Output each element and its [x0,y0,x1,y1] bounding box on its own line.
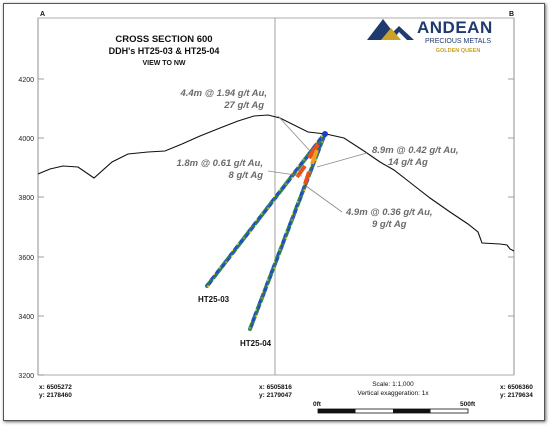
corner-label-a: A [40,11,45,18]
vertical-exaggeration: Vertical exaggeration: 1x [357,390,429,397]
company-logo: ANDEAN PRECIOUS METALS GOLDEN QUEEN [367,18,493,54]
ore-zone-lower [303,171,311,185]
coord-right-x: x: 6506360 [500,384,533,391]
elevation-label-4000: 4000 [18,136,34,143]
elevation-label-3200: 3200 [18,373,34,380]
coord-right-y: y: 2179634 [500,392,533,399]
intercept-2-grade: 8.9m @ 0.42 g/t Au, [372,145,459,156]
section-frame [3,3,545,421]
elevation-label-3600: 3600 [18,255,34,262]
leader-line-1 [277,115,311,152]
leader-line-4 [305,185,343,213]
intercept-2-silver: 14 g/t Ag [388,157,428,168]
elevation-label-3800: 3800 [18,195,34,202]
logo-company-name: ANDEAN [417,18,493,37]
drill-hole-ht25-04-assay [249,135,325,330]
intercept-1-silver: 27 g/t Ag [223,100,264,111]
section-subtitle: DDH's HT25-03 & HT25-04 [109,46,220,56]
corner-label-b: B [509,11,514,18]
scale-bar-end: 500ft [460,401,476,408]
drill-hole-ht25-03-assay [206,135,324,287]
elevation-label-4200: 4200 [18,77,34,84]
logo-gold-peak-icon [381,28,401,40]
coord-left-y: y: 2178460 [39,392,72,399]
topography-profile [37,114,515,252]
hole-label-ht25-04: HT25-04 [240,339,272,348]
hole-label-ht25-03: HT25-03 [198,295,230,304]
view-direction: VIEW TO NW [142,60,185,67]
coord-left-x: x: 6505272 [39,384,72,391]
elevation-ticks [38,78,514,376]
coord-center-y: y: 2179047 [259,392,292,399]
logo-subtitle: GOLDEN QUEEN [436,48,481,54]
elevation-label-3400: 3400 [18,314,34,321]
intercept-4-silver: 9 g/t Ag [372,219,407,230]
intercept-3-grade: 1.8m @ 0.61 g/t Au, [176,158,263,169]
coord-center-x: x: 6505816 [259,384,292,391]
drill-collar [322,131,328,137]
logo-tagline: PRECIOUS METALS [425,38,491,45]
leader-line-3 [267,170,303,177]
intercept-1-grade: 4.4m @ 1.94 g/t Au, [179,88,267,99]
section-title: CROSS SECTION 600 [115,34,212,45]
scale-bar [317,408,469,414]
scale-ratio: Scale: 1:1,000 [372,381,414,388]
ore-zone-upper [307,142,320,160]
intercept-4-grade: 4.9m @ 0.36 g/t Au, [345,207,433,218]
ore-zone-upper-b [310,149,319,165]
scale-bar-start: 0ft [313,401,322,408]
leader-line-2 [316,152,368,168]
intercept-3-silver: 8 g/t Ag [229,170,264,181]
